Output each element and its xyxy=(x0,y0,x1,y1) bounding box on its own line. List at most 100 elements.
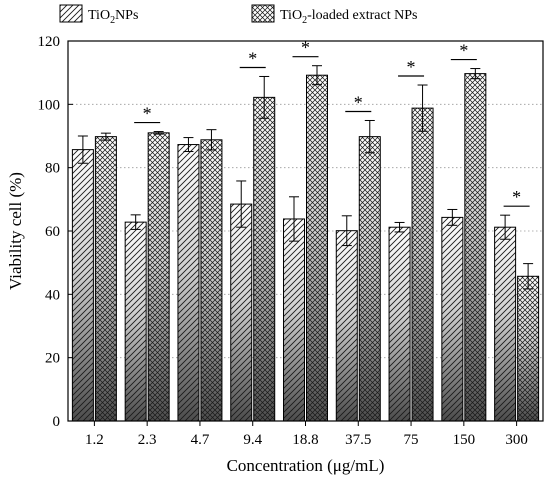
bar xyxy=(388,226,411,422)
y-tick-label: 120 xyxy=(38,34,61,50)
bar xyxy=(335,230,358,422)
x-tick-label: 1.2 xyxy=(85,432,104,448)
error-bar xyxy=(394,221,405,233)
bar xyxy=(94,136,117,422)
significance-star: * xyxy=(248,48,257,68)
bar-1.2-series-1 xyxy=(71,149,94,422)
legend-swatch xyxy=(59,4,83,23)
bar-2.3-series-1 xyxy=(124,221,147,422)
bar xyxy=(230,203,253,422)
x-tick-label: 2.3 xyxy=(138,432,157,448)
significance-marker: * xyxy=(239,48,266,68)
bar-150-series-2 xyxy=(464,73,487,422)
bar xyxy=(253,96,276,422)
bar xyxy=(147,132,170,422)
error-bar xyxy=(364,119,375,154)
bar-300-series-2 xyxy=(517,275,540,422)
bar-37.5-series-1 xyxy=(335,230,358,422)
significance-star: * xyxy=(407,57,416,77)
error-bar xyxy=(341,215,352,247)
bar-9.4-series-2 xyxy=(253,96,276,422)
x-tick-label: 37.5 xyxy=(345,432,371,448)
error-bar xyxy=(236,180,247,228)
bar-4.7-series-2 xyxy=(200,139,223,422)
legend-label: TiO2NPs xyxy=(88,8,138,26)
x-axis: 1.2 2.3 4.7 9.4 18.8 37.5 75 150 300 xyxy=(85,421,528,448)
significance-star: * xyxy=(459,41,468,61)
error-bar xyxy=(447,208,458,226)
error-bar xyxy=(470,68,481,80)
error-bar xyxy=(130,214,141,230)
significance-marker: * xyxy=(345,92,372,112)
bar xyxy=(358,136,381,422)
bar xyxy=(517,275,540,422)
error-bar xyxy=(312,65,322,86)
y-tick-label: 20 xyxy=(45,351,60,367)
significance-star: * xyxy=(354,92,363,112)
y-tick-label: 80 xyxy=(45,161,60,177)
significance-marker: * xyxy=(503,187,530,207)
bar-300-series-1 xyxy=(494,226,517,422)
bar xyxy=(464,73,487,422)
bar-4.7-series-1 xyxy=(177,144,200,422)
error-bar xyxy=(523,263,534,290)
x-tick-label: 75 xyxy=(404,432,419,448)
significance-marker: * xyxy=(398,57,425,77)
y-tick-label: 100 xyxy=(38,97,61,113)
bar xyxy=(200,139,223,422)
bar xyxy=(283,218,305,422)
x-tick-label: 9.4 xyxy=(243,432,262,448)
bar xyxy=(124,221,147,422)
bar-37.5-series-2 xyxy=(358,136,381,422)
x-tick-label: 150 xyxy=(453,432,476,448)
y-tick-label: 0 xyxy=(53,414,61,430)
error-bar xyxy=(500,214,511,240)
x-tick-label: 4.7 xyxy=(191,432,210,448)
bar xyxy=(494,226,517,422)
bar xyxy=(71,149,94,422)
legend-swatch xyxy=(251,4,275,23)
error-bar xyxy=(183,137,194,153)
bar-75-series-1 xyxy=(388,226,411,422)
bar-75-series-2 xyxy=(411,107,434,422)
error-bar xyxy=(289,196,299,242)
y-tick-label: 40 xyxy=(45,287,60,303)
bar-18.8-series-2 xyxy=(306,74,328,422)
bar-18.8-series-1 xyxy=(283,218,305,422)
significance-marker: * xyxy=(134,104,161,124)
bar xyxy=(306,74,328,422)
significance-marker: * xyxy=(292,38,319,58)
bar-9.4-series-1 xyxy=(230,203,253,422)
legend-item-2: TiO2-loaded extract NPs xyxy=(251,4,417,26)
legend-item-1: TiO2NPs xyxy=(59,4,138,26)
x-tick-label: 18.8 xyxy=(292,432,318,448)
bar xyxy=(411,107,434,422)
error-bar xyxy=(206,129,217,151)
significance-star: * xyxy=(143,104,152,124)
x-axis-label: Concentration (μg/mL) xyxy=(227,456,385,475)
bar xyxy=(177,144,200,422)
error-bars xyxy=(77,65,534,290)
error-bar xyxy=(77,135,88,164)
bars xyxy=(71,73,540,422)
y-axis: 0 20 40 60 80 100 120 xyxy=(38,34,73,430)
x-tick-label: 300 xyxy=(505,432,528,448)
bar-2.3-series-2 xyxy=(147,132,170,422)
y-axis-label: Viability cell (%) xyxy=(6,172,25,290)
bar xyxy=(441,216,464,422)
bar-150-series-1 xyxy=(441,216,464,422)
error-bar xyxy=(100,132,111,141)
y-tick-label: 60 xyxy=(45,224,60,240)
significance-star: * xyxy=(301,38,310,58)
significance-marker: * xyxy=(450,41,477,61)
legend: TiO2NPs TiO2-loaded extract NPs xyxy=(59,4,417,26)
significance-star: * xyxy=(512,187,521,207)
error-bar xyxy=(153,131,164,135)
error-bar xyxy=(259,75,270,119)
bar-1.2-series-2 xyxy=(94,136,117,422)
significance-markers: * * * * * * * xyxy=(134,38,530,207)
legend-label: TiO2-loaded extract NPs xyxy=(280,8,417,26)
error-bar xyxy=(417,84,428,132)
